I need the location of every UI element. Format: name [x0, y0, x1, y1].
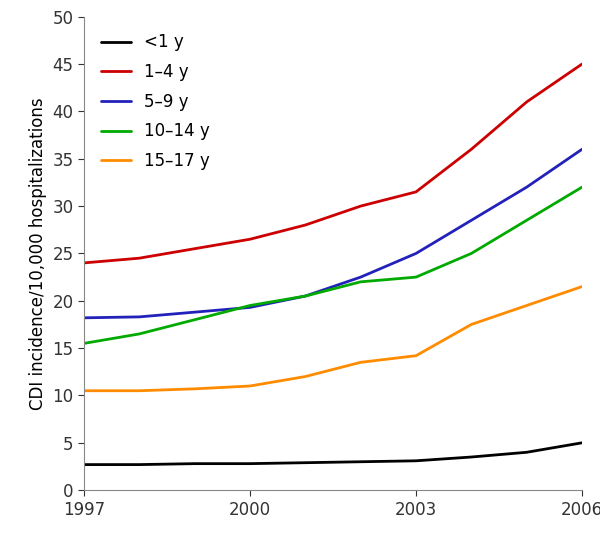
15–17 y [302, 373, 309, 380]
1–4 y [578, 61, 586, 67]
<1 y [247, 460, 254, 467]
5–9 y [357, 274, 364, 281]
5–9 y [412, 250, 419, 257]
Line: 10–14 y: 10–14 y [84, 187, 582, 343]
1–4 y [468, 146, 475, 153]
15–17 y [247, 383, 254, 389]
<1 y [468, 453, 475, 460]
1–4 y [136, 255, 143, 261]
1–4 y [357, 203, 364, 209]
5–9 y [578, 146, 586, 153]
<1 y [523, 449, 530, 456]
5–9 y [247, 304, 254, 311]
10–14 y [247, 302, 254, 309]
Y-axis label: CDI incidence/10,000 hospitalizations: CDI incidence/10,000 hospitalizations [29, 97, 47, 410]
<1 y [80, 461, 88, 468]
Line: 1–4 y: 1–4 y [84, 64, 582, 263]
5–9 y [191, 309, 198, 315]
15–17 y [468, 321, 475, 328]
10–14 y [468, 250, 475, 257]
15–17 y [191, 385, 198, 392]
Line: 15–17 y: 15–17 y [84, 286, 582, 391]
10–14 y [302, 293, 309, 300]
5–9 y [302, 293, 309, 300]
5–9 y [136, 314, 143, 320]
<1 y [578, 439, 586, 446]
5–9 y [80, 315, 88, 321]
1–4 y [80, 260, 88, 266]
10–14 y [523, 217, 530, 223]
10–14 y [136, 330, 143, 337]
Legend: <1 y, 1–4 y, 5–9 y, 10–14 y, 15–17 y: <1 y, 1–4 y, 5–9 y, 10–14 y, 15–17 y [92, 25, 218, 178]
Line: 5–9 y: 5–9 y [84, 149, 582, 318]
1–4 y [247, 236, 254, 243]
<1 y [136, 461, 143, 468]
10–14 y [578, 184, 586, 190]
1–4 y [412, 189, 419, 196]
<1 y [357, 458, 364, 465]
10–14 y [412, 274, 419, 281]
Line: <1 y: <1 y [84, 443, 582, 465]
15–17 y [412, 353, 419, 359]
1–4 y [191, 245, 198, 252]
<1 y [412, 457, 419, 464]
<1 y [302, 460, 309, 466]
1–4 y [302, 222, 309, 228]
15–17 y [578, 283, 586, 290]
5–9 y [523, 184, 530, 190]
15–17 y [80, 388, 88, 394]
10–14 y [357, 278, 364, 285]
<1 y [191, 460, 198, 467]
15–17 y [357, 359, 364, 366]
5–9 y [468, 217, 475, 223]
1–4 y [523, 99, 530, 105]
15–17 y [136, 388, 143, 394]
10–14 y [80, 340, 88, 346]
10–14 y [191, 316, 198, 323]
15–17 y [523, 302, 530, 309]
